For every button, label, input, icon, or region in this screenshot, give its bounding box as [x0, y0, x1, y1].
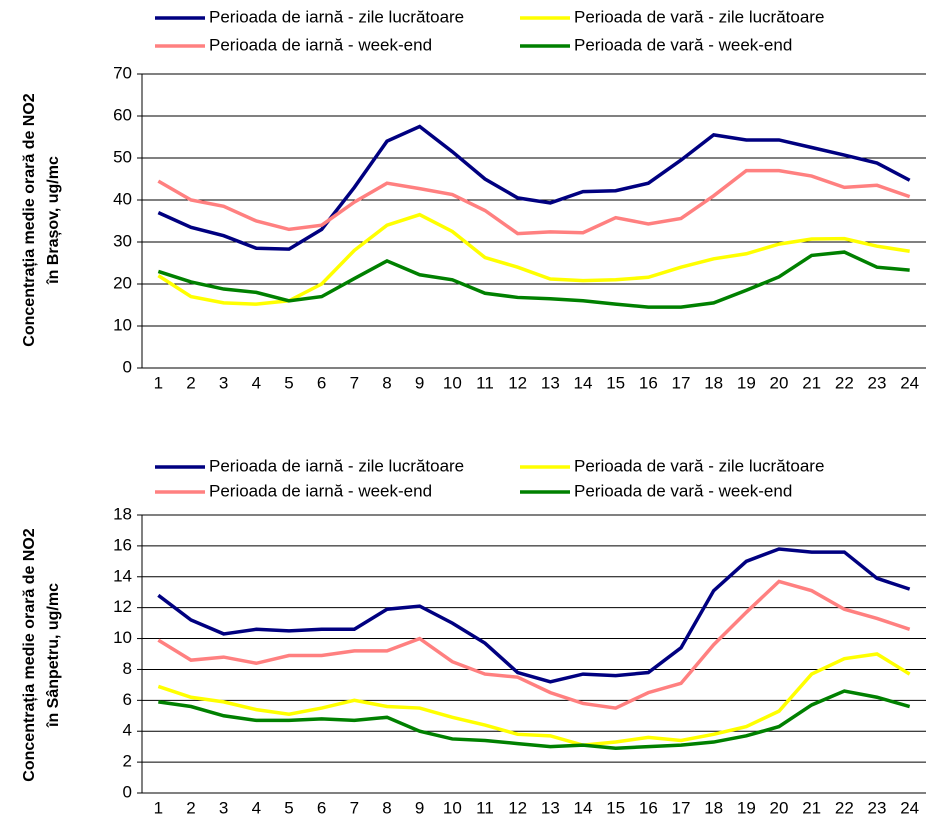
x-tick-label: 13	[541, 798, 560, 817]
y-tick-label: 0	[123, 782, 132, 801]
y-tick-label: 8	[123, 659, 132, 678]
y-tick-label: 10	[113, 315, 132, 334]
x-tick-label: 19	[737, 373, 756, 392]
y-tick-label: 6	[123, 690, 132, 709]
y-tick-label: 70	[113, 63, 132, 82]
y-tick-label: 40	[113, 189, 132, 208]
x-tick-label: 9	[415, 798, 424, 817]
y-axis-label: Concentrația medie orară de NO2	[21, 93, 38, 347]
x-tick-label: 17	[672, 798, 691, 817]
y-tick-label: 2	[123, 752, 132, 771]
x-tick-label: 2	[186, 798, 195, 817]
x-tick-label: 21	[802, 373, 821, 392]
y-tick-label: 4	[123, 721, 132, 740]
x-tick-label: 5	[284, 373, 293, 392]
x-tick-label: 4	[252, 373, 261, 392]
y-tick-label: 16	[113, 535, 132, 554]
x-tick-label: 11	[476, 373, 494, 392]
legend-label: Perioada de iarnă - zile lucrătoare	[209, 456, 464, 475]
series-line	[157, 652, 911, 747]
x-tick-label: 6	[317, 373, 326, 392]
x-tick-label: 8	[382, 373, 391, 392]
x-tick-label: 6	[317, 798, 326, 817]
x-tick-label: 20	[770, 798, 789, 817]
x-tick-label: 10	[443, 798, 462, 817]
x-tick-label: 3	[219, 798, 228, 817]
x-tick-label: 1	[154, 373, 163, 392]
x-tick-label: 19	[737, 798, 756, 817]
x-tick-label: 15	[606, 373, 625, 392]
x-tick-label: 15	[606, 798, 625, 817]
x-tick-label: 14	[574, 373, 593, 392]
series-line	[157, 579, 911, 710]
x-tick-label: 8	[382, 798, 391, 817]
x-tick-label: 3	[219, 373, 228, 392]
x-tick-label: 22	[835, 373, 854, 392]
y-axis-label: Concentrația medie orară de NO2	[21, 528, 38, 782]
legend-label: Perioada de vară - zile lucrătoare	[574, 456, 824, 475]
x-tick-label: 18	[704, 373, 723, 392]
x-tick-label: 7	[350, 798, 359, 817]
y-tick-label: 0	[123, 357, 132, 376]
legend-label: Perioada de vară - week-end	[574, 35, 792, 54]
legend-label: Perioada de vară - week-end	[574, 481, 792, 500]
x-tick-label: 2	[186, 373, 195, 392]
x-tick-label: 22	[835, 798, 854, 817]
x-tick-label: 23	[868, 373, 887, 392]
x-tick-label: 1	[154, 798, 163, 817]
series-line	[157, 250, 910, 309]
y-tick-label: 60	[113, 105, 132, 124]
x-tick-label: 16	[639, 373, 658, 392]
x-tick-label: 10	[443, 373, 462, 392]
x-tick-label: 21	[802, 798, 821, 817]
y-tick-label: 12	[113, 597, 132, 616]
x-tick-label: 12	[508, 373, 527, 392]
x-tick-label: 16	[639, 798, 658, 817]
legend-label: Perioada de iarnă - week-end	[209, 481, 432, 500]
y-axis-label: în Sânpetru, ug/mc	[45, 583, 62, 728]
x-tick-label: 12	[508, 798, 527, 817]
legend-label: Perioada de iarnă - week-end	[209, 35, 432, 54]
x-tick-label: 14	[574, 798, 593, 817]
series-line	[157, 168, 911, 236]
series-line	[157, 124, 911, 251]
x-tick-label: 7	[350, 373, 359, 392]
series-line	[157, 212, 910, 306]
x-tick-label: 4	[252, 798, 261, 817]
x-tick-label: 24	[900, 798, 919, 817]
legend-label: Perioada de vară - zile lucrătoare	[574, 7, 824, 26]
x-tick-label: 23	[868, 798, 887, 817]
y-tick-label: 30	[113, 231, 132, 250]
y-axis-label: în Brașov, ug/mc	[45, 156, 62, 285]
x-tick-label: 13	[541, 373, 560, 392]
series-line	[158, 689, 911, 750]
x-tick-label: 9	[415, 373, 424, 392]
x-tick-label: 18	[704, 798, 723, 817]
y-tick-label: 50	[113, 147, 132, 166]
x-tick-label: 20	[770, 373, 789, 392]
x-tick-label: 11	[476, 798, 494, 817]
y-tick-label: 18	[113, 504, 132, 523]
y-tick-label: 14	[113, 566, 132, 585]
y-tick-label: 20	[113, 273, 132, 292]
x-tick-label: 24	[900, 373, 919, 392]
legend-label: Perioada de iarnă - zile lucrătoare	[209, 7, 464, 26]
x-tick-label: 5	[284, 798, 293, 817]
y-tick-label: 10	[113, 628, 132, 647]
x-tick-label: 17	[672, 373, 691, 392]
series-line	[157, 547, 911, 684]
